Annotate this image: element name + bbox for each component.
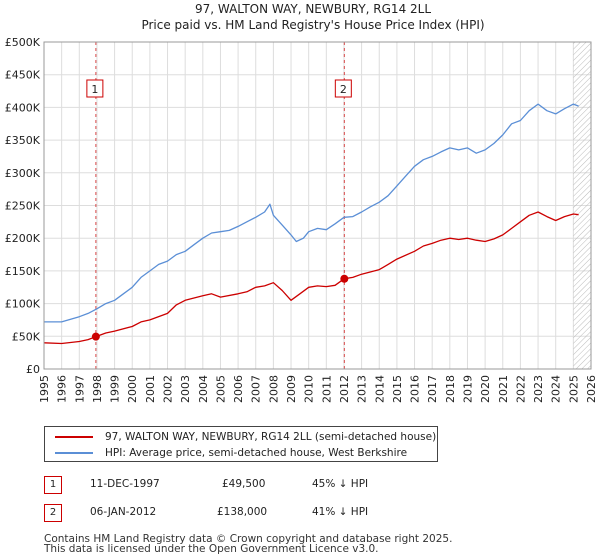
- footer: Contains HM Land Registry data © Crown c…: [44, 533, 453, 555]
- legend-hpi-swatch: [55, 452, 93, 454]
- y-tick-label: £300K: [5, 167, 41, 180]
- transaction-badge: 1: [44, 476, 62, 494]
- x-tick-label: 2022: [514, 375, 527, 403]
- transaction-date: 11-DEC-1997: [90, 478, 160, 490]
- x-tick-label: 2023: [532, 375, 545, 403]
- transaction-hpi-diff: 45% ↓ HPI: [312, 478, 369, 490]
- y-tick-label: £100K: [5, 298, 41, 311]
- sale-label-text: 1: [91, 83, 98, 96]
- legend-item-hpi: HPI: Average price, semi-detached house,…: [55, 445, 407, 461]
- x-tick-label: 2011: [320, 375, 333, 403]
- legend-price-label: 97, WALTON WAY, NEWBURY, RG14 2LL (semi-…: [105, 431, 437, 443]
- transaction-hpi-diff: 41% ↓ HPI: [312, 506, 369, 518]
- y-tick-label: £50K: [12, 330, 41, 343]
- x-tick-label: 2014: [373, 375, 386, 403]
- price-paid-line: [43, 211, 579, 345]
- x-tick-label: 2025: [567, 375, 580, 403]
- legend: 97, WALTON WAY, NEWBURY, RG14 2LL (semi-…: [44, 426, 438, 462]
- x-tick-label: 1996: [56, 375, 69, 403]
- y-tick-label: £500K: [5, 36, 41, 49]
- x-tick-label: 1995: [38, 375, 51, 403]
- y-tick-label: £400K: [5, 101, 41, 114]
- x-tick-label: 2005: [214, 375, 227, 403]
- footer-copyright: Contains HM Land Registry data © Crown c…: [44, 533, 453, 545]
- transaction-price: £138,000: [217, 506, 268, 518]
- y-tick-label: £250K: [5, 200, 41, 213]
- x-tick-label: 2004: [197, 375, 210, 403]
- plot-frame: [43, 41, 592, 370]
- x-tick-label: 2015: [391, 375, 404, 403]
- x-tick-label: 1998: [91, 375, 104, 403]
- x-tick-label: 2017: [426, 375, 439, 403]
- x-tick-label: 2000: [126, 375, 139, 403]
- x-tick-label: 2026: [585, 375, 598, 403]
- transaction-date: 06-JAN-2012: [90, 506, 157, 518]
- price-chart: 97, WALTON WAY, NEWBURY, RG14 2LL Price …: [5, 2, 598, 403]
- x-tick-label: 2013: [356, 375, 369, 403]
- x-tick-label: 1997: [73, 375, 86, 403]
- transaction-row: 2 06-JAN-2012 £138,000 41% ↓ HPI: [44, 504, 544, 524]
- x-tick-label: 2019: [461, 375, 474, 403]
- y-tick-label: £200K: [5, 232, 41, 245]
- x-tick-label: 2016: [409, 375, 422, 403]
- forecast-hatch-area: [573, 42, 591, 369]
- x-tick-label: 2002: [162, 375, 175, 403]
- legend-price-swatch: [55, 436, 93, 438]
- legend-item-price: 97, WALTON WAY, NEWBURY, RG14 2LL (semi-…: [55, 429, 436, 445]
- x-tick-label: 2012: [338, 375, 351, 403]
- y-tick-label: £350K: [5, 134, 41, 147]
- x-tick-label: 2021: [497, 375, 510, 403]
- sale-point: [91, 332, 100, 341]
- legend-hpi-label: HPI: Average price, semi-detached house,…: [105, 447, 408, 459]
- x-tick-label: 2024: [550, 375, 563, 403]
- chart-title: 97, WALTON WAY, NEWBURY, RG14 2LL: [195, 2, 431, 16]
- x-tick-label: 2018: [444, 375, 457, 403]
- x-tick-label: 1999: [109, 375, 122, 403]
- x-tick-label: 2007: [250, 375, 263, 403]
- y-tick-label: £150K: [5, 265, 41, 278]
- sale-label-box: [334, 79, 352, 98]
- y-tick-label: £450K: [5, 69, 41, 82]
- x-tick-label: 2010: [303, 375, 316, 403]
- y-tick-label: £0: [26, 363, 40, 376]
- transaction-row: 1 11-DEC-1997 £49,500 45% ↓ HPI: [44, 476, 544, 496]
- x-tick-label: 2003: [179, 375, 192, 403]
- sale-point: [340, 274, 349, 283]
- transaction-price: £49,500: [222, 478, 266, 490]
- x-tick-label: 2020: [479, 375, 492, 403]
- x-tick-label: 2001: [144, 375, 157, 403]
- transaction-badge: 2: [44, 504, 62, 522]
- x-tick-label: 2009: [285, 375, 298, 403]
- sale-label-box: [86, 79, 104, 98]
- chart-subtitle: Price paid vs. HM Land Registry's House …: [141, 18, 484, 32]
- x-tick-label: 2008: [267, 375, 280, 403]
- x-tick-label: 2006: [232, 375, 245, 403]
- footer-licence: This data is licensed under the Open Gov…: [44, 543, 379, 555]
- sale-label-text: 2: [340, 83, 347, 96]
- hpi-line: [44, 103, 579, 323]
